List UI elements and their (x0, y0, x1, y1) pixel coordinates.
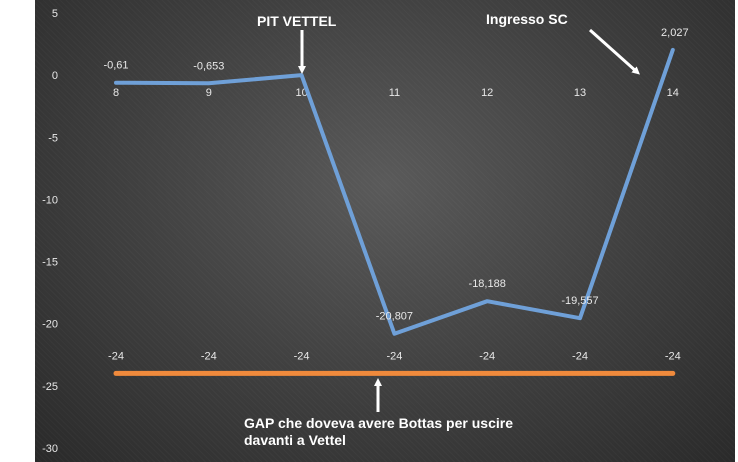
y-tick-label: 5 (52, 8, 58, 20)
gap-series-line (114, 47, 675, 336)
sc-arrow (589, 28, 640, 75)
data-label: -24 (386, 350, 402, 362)
data-label: -0,61 (103, 60, 128, 72)
y-tick-label: -25 (42, 381, 58, 393)
x-tick-label: 13 (574, 87, 586, 99)
data-label: -19,557 (561, 295, 598, 307)
data-label: 2,027 (661, 27, 689, 39)
data-label: -24 (294, 350, 310, 362)
x-tick-label: 14 (667, 87, 679, 99)
chart-background (35, 0, 735, 462)
x-tick-label: 12 (481, 87, 493, 99)
data-label: -20,807 (376, 311, 413, 323)
y-tick-label: -20 (42, 319, 58, 331)
gap-annotation-line1: GAP che doveva avere Bottas per uscire (244, 415, 513, 431)
pit-annotation: PIT VETTEL (257, 13, 337, 29)
data-label: -18,188 (469, 278, 506, 290)
sc-annotation: Ingresso SC (486, 11, 568, 27)
x-tick-label: 10 (295, 87, 307, 99)
x-tick-label: 9 (206, 87, 212, 99)
y-tick-label: -5 (48, 132, 58, 144)
x-tick-label: 11 (389, 87, 400, 99)
y-tick-label: -15 (42, 257, 58, 269)
data-label: -24 (201, 350, 217, 362)
x-tick-label: 8 (113, 87, 119, 99)
data-label: -24 (108, 350, 124, 362)
y-tick-label: -10 (42, 194, 58, 206)
y-tick-label: -30 (42, 443, 58, 455)
data-label: -24 (479, 350, 495, 362)
y-tick-label: 0 (52, 70, 58, 82)
data-label: -0,653 (193, 60, 224, 72)
gap-annotation-line2: davanti a Vettel (244, 432, 346, 448)
data-label: -24 (572, 350, 588, 362)
data-label: -24 (665, 350, 681, 362)
